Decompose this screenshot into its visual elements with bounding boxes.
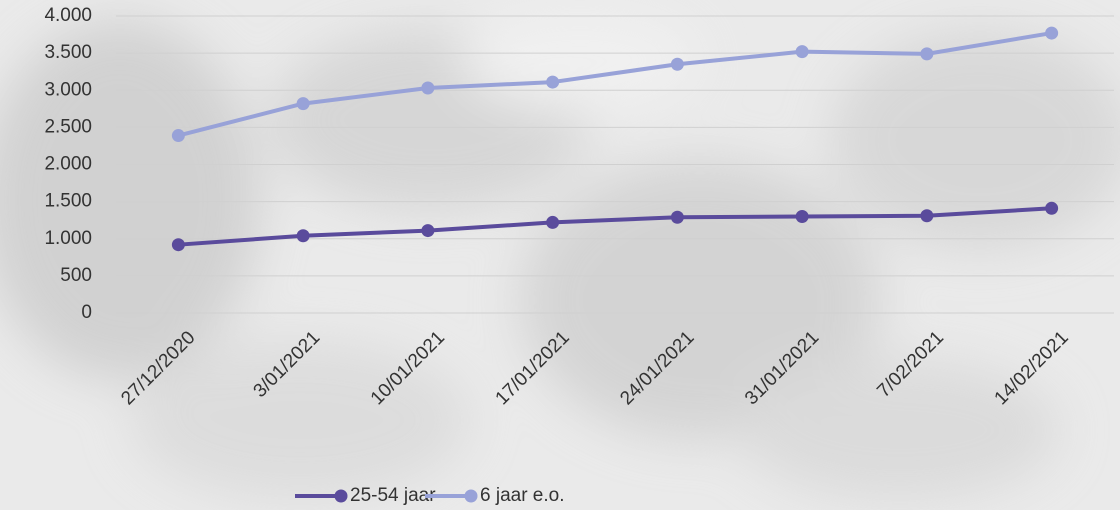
- background-photo: [0, 10, 1120, 500]
- series-line: [178, 206, 1052, 247]
- point: [1045, 26, 1059, 40]
- y-tick-label: 0: [81, 302, 92, 323]
- y-tick-label: 3.000: [44, 79, 92, 100]
- y-tick-label: 2.000: [44, 154, 92, 175]
- point: [670, 210, 684, 224]
- legend-marker: [464, 489, 478, 503]
- point: [421, 81, 435, 95]
- point: [920, 47, 934, 61]
- legend-marker: [334, 489, 348, 503]
- y-tick-label: 1.500: [44, 191, 92, 212]
- point: [421, 224, 435, 238]
- y-tick-label: 3.500: [44, 42, 92, 63]
- y-tick-label: 2.500: [44, 116, 92, 137]
- point: [296, 97, 310, 111]
- point: [1045, 201, 1059, 215]
- point: [920, 209, 934, 223]
- point: [171, 238, 185, 252]
- y-tick-label: 1.000: [44, 228, 92, 249]
- point: [670, 57, 684, 71]
- point: [171, 129, 185, 143]
- point: [795, 209, 809, 223]
- y-tick-label: 500: [60, 265, 92, 286]
- legend-label: 6 jaar e.o.: [480, 485, 565, 506]
- y-tick-label: 4.000: [44, 5, 92, 26]
- point: [296, 229, 310, 243]
- series-line: [177, 31, 1052, 138]
- legend-label: 25-54 jaar: [350, 485, 436, 506]
- point: [795, 45, 809, 59]
- point: [546, 75, 560, 89]
- point: [546, 215, 560, 229]
